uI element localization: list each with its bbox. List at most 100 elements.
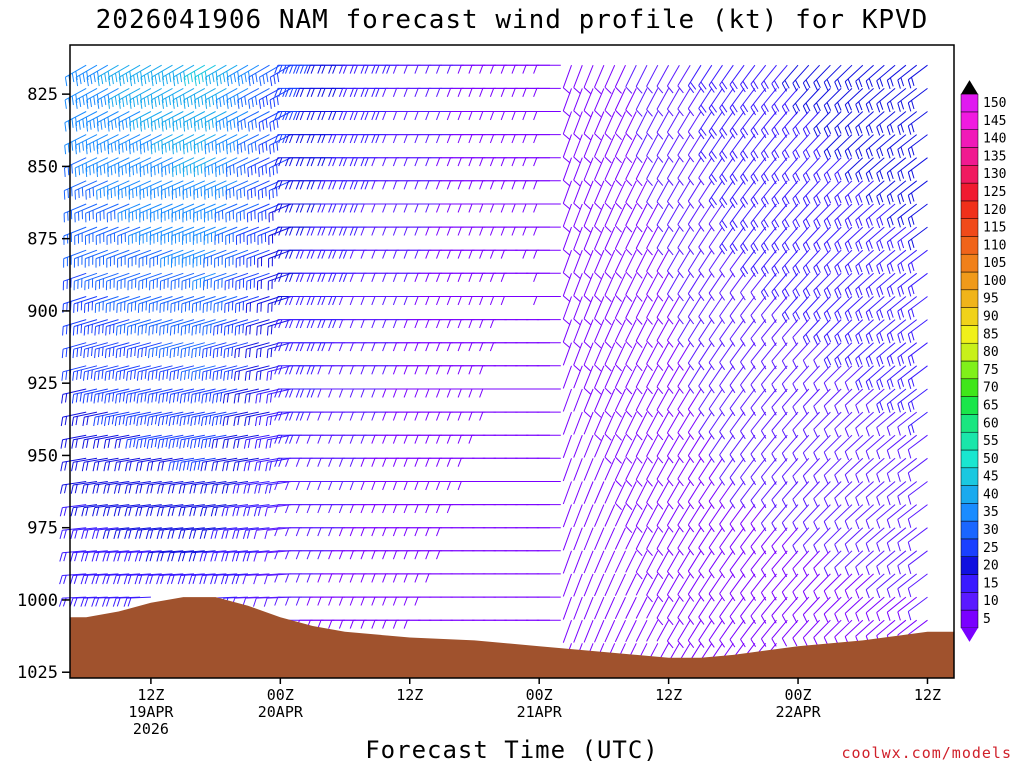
wind-barb [656, 64, 670, 94]
wind-barb-flag [446, 481, 451, 491]
wind-barb-flag [113, 507, 117, 517]
wind-barb-flag [75, 99, 78, 109]
wind-barb-flag [141, 325, 143, 335]
wind-barb-flag [247, 461, 251, 471]
wind-barb-flag [233, 164, 235, 174]
wind-barb-staff [635, 458, 648, 480]
wind-barb [646, 365, 659, 395]
wind-barb-flag [261, 188, 264, 199]
wind-barb-flag [137, 349, 140, 359]
wind-barb-flag [137, 326, 140, 336]
wind-barb [646, 550, 659, 580]
wind-barb-flag [562, 179, 571, 187]
wind-barb [168, 457, 195, 472]
wind-barb [604, 573, 616, 597]
wind-barb [562, 596, 572, 620]
wind-barb-staff [235, 272, 259, 282]
wind-barb [93, 411, 119, 427]
wind-barb-flag [129, 393, 132, 403]
wind-barb [677, 111, 691, 140]
wind-barb-flag [677, 108, 684, 117]
wind-barb-staff [74, 180, 98, 192]
wind-barb-flag [96, 94, 99, 104]
wind-barb [635, 388, 648, 418]
wind-barb [102, 573, 130, 585]
wind-barb-flag [332, 134, 337, 144]
wind-barb-flag [342, 226, 348, 236]
wind-barb [594, 250, 605, 279]
wind-barb [614, 527, 626, 550]
wind-barb-flag [249, 348, 251, 358]
wind-barb-staff [635, 64, 648, 87]
wind-barb-staff [666, 296, 680, 318]
wind-barb-staff [562, 481, 572, 505]
wind-barb-flag [183, 71, 186, 81]
wind-barb-flag [204, 167, 206, 177]
wind-barb [60, 411, 87, 427]
wind-barb-flag [436, 273, 441, 282]
wind-barb-staff [148, 504, 173, 509]
wind-barb-flag [259, 348, 262, 358]
wind-barb-flag [299, 203, 304, 213]
wind-barb-flag [533, 88, 538, 97]
wind-barb-flag [522, 250, 527, 259]
wind-barb [635, 550, 648, 580]
wind-barb-flag [205, 370, 208, 380]
wind-barb-flag [310, 111, 315, 121]
wind-barb-flag [140, 99, 143, 109]
wind-barb-flag [425, 180, 430, 190]
wind-barb-staff [94, 457, 119, 463]
wind-barb-flag [226, 438, 229, 448]
wind-barb-flag [338, 203, 344, 213]
wind-barb-flag [96, 122, 99, 132]
wind-barb-staff [192, 272, 216, 282]
wind-barb-flag [353, 203, 358, 213]
wind-barb-flag [425, 296, 430, 306]
wind-barb [562, 527, 572, 551]
wind-barb-flag [468, 250, 473, 259]
wind-barb-flag [214, 529, 218, 539]
wind-barb-flag [232, 484, 236, 494]
wind-barb-flag [278, 111, 283, 121]
wind-barb-flag [360, 250, 365, 259]
wind-barb-flag [162, 348, 165, 358]
wind-barb-flag [278, 250, 283, 259]
wind-barb-staff [562, 65, 572, 88]
wind-barb-flag [108, 370, 111, 380]
wind-barb-flag [457, 111, 462, 121]
wind-barb-flag [147, 96, 150, 106]
wind-barb [533, 134, 561, 144]
wind-barb-flag [289, 435, 294, 444]
wind-barb [211, 411, 238, 427]
wind-barb-flag [265, 462, 268, 472]
wind-barb-flag [135, 462, 139, 472]
wind-barb [147, 411, 173, 427]
wind-barb [215, 134, 238, 155]
wind-barb-flag [321, 226, 326, 236]
wind-barb-staff [160, 319, 184, 327]
wind-barb [635, 226, 648, 256]
wind-barb-flag [403, 435, 408, 444]
wind-barb [573, 226, 583, 256]
wind-barb-flag [200, 484, 204, 494]
wind-barb-flag [306, 388, 311, 398]
wind-barb [635, 365, 648, 395]
wind-barb-flag [382, 203, 387, 213]
wind-barb-staff [635, 180, 648, 203]
wind-barb-flag [468, 88, 473, 97]
wind-barb [70, 527, 98, 540]
wind-barb-staff [594, 481, 605, 504]
wind-barb-flag [349, 319, 354, 329]
wind-barb [222, 434, 249, 449]
wind-barb [604, 88, 616, 117]
wind-barb-staff [666, 180, 680, 202]
wind-barb-flag [614, 202, 622, 210]
wind-barb-flag [89, 143, 92, 153]
wind-barb-staff [246, 319, 270, 327]
wind-barb-flag [594, 202, 602, 210]
wind-barb-flag [91, 575, 96, 585]
wind-barb-flag [171, 167, 174, 177]
wind-barb-flag [117, 167, 120, 177]
wind-barb [594, 88, 605, 118]
wind-barb-flag [135, 187, 138, 197]
